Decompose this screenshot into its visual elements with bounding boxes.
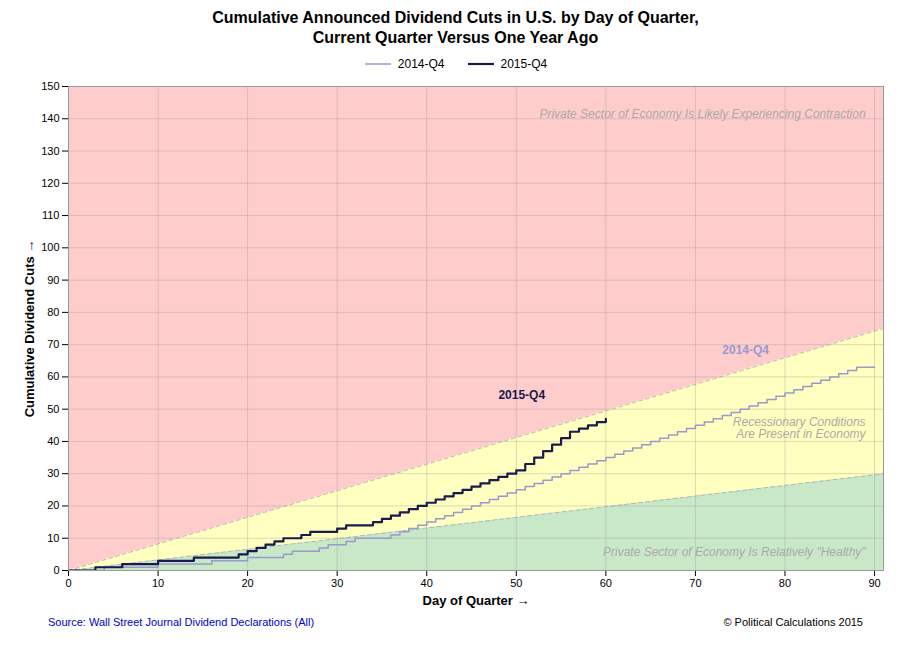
svg-text:70: 70 (47, 338, 59, 350)
svg-text:Recessionary ConditionsAre Pre: Recessionary ConditionsAre Present in Ec… (733, 415, 867, 441)
svg-text:Day of Quarter →: Day of Quarter → (423, 593, 530, 608)
svg-text:30: 30 (47, 467, 59, 479)
svg-text:90: 90 (47, 274, 59, 286)
svg-text:90: 90 (868, 577, 880, 589)
svg-text:140: 140 (41, 112, 59, 124)
html-text:2014-Q4: 2014-Q4 (397, 57, 445, 71)
svg-text:30: 30 (331, 577, 343, 589)
svg-text:70: 70 (689, 577, 701, 589)
html-text:Source: Wall Street Journal Di: Source: Wall Street Journal Dividend Dec… (48, 616, 315, 628)
svg-text:2015-Q4: 2015-Q4 (498, 388, 545, 402)
svg-text:110: 110 (42, 209, 60, 221)
svg-text:10: 10 (152, 577, 164, 589)
svg-text:80: 80 (47, 306, 59, 318)
svg-text:2014-Q4: 2014-Q4 (722, 343, 769, 357)
svg-text:10: 10 (47, 532, 59, 544)
svg-text:80: 80 (779, 577, 791, 589)
svg-text:Cumulative Dividend Cuts →: Cumulative Dividend Cuts → (22, 240, 37, 418)
svg-text:40: 40 (47, 435, 59, 447)
svg-text:50: 50 (510, 577, 522, 589)
svg-text:20: 20 (47, 499, 59, 511)
svg-text:60: 60 (47, 370, 59, 382)
svg-text:40: 40 (421, 577, 433, 589)
svg-text:0: 0 (53, 564, 59, 576)
svg-text:150: 150 (41, 80, 59, 92)
svg-text:0: 0 (65, 577, 71, 589)
html-text:Cumulative Announced Dividend: Cumulative Announced Dividend Cuts in U.… (212, 9, 699, 46)
svg-text:Private Sector of Economy Is L: Private Sector of Economy Is Likely Expe… (539, 107, 865, 121)
svg-text:120: 120 (41, 177, 59, 189)
svg-text:60: 60 (600, 577, 612, 589)
svg-text:50: 50 (47, 403, 59, 415)
svg-text:130: 130 (41, 145, 59, 157)
svg-text:Private Sector of Economy Is R: Private Sector of Economy Is Relatively … (603, 545, 866, 559)
svg-text:100: 100 (41, 241, 59, 253)
svg-text:20: 20 (241, 577, 253, 589)
html-text:© Political Calculations 2015: © Political Calculations 2015 (723, 616, 863, 628)
html-text:2015-Q4: 2015-Q4 (500, 57, 548, 71)
